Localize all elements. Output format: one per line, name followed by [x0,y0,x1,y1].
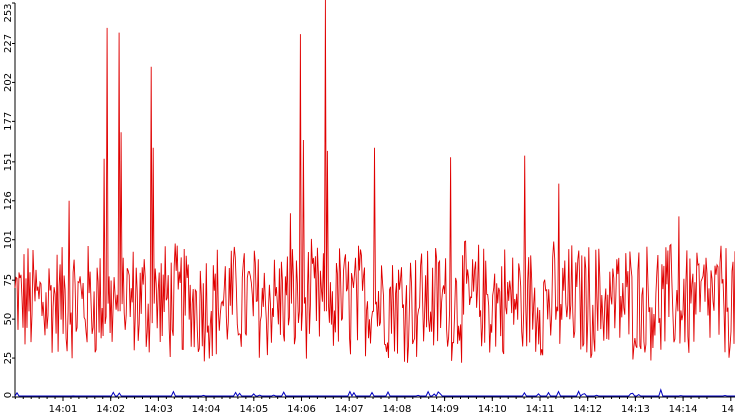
x-tick-label: 14:11 [526,404,555,415]
series-line-red [14,0,735,363]
y-tick-label: 101 [3,230,14,249]
y-tick-label: 50 [3,313,14,326]
x-tick-label: 14:01 [49,404,78,415]
x-tick-label: 14:06 [287,404,316,415]
x-tick-label: 14:13 [621,404,650,415]
y-tick-label: 151 [3,152,14,171]
x-tick-label: 14:10 [478,404,507,415]
x-tick-label: 14:04 [192,404,221,415]
y-tick-label: 177 [3,112,14,131]
x-tick-label: 14:12 [573,404,602,415]
x-tick-label: 14:14 [669,404,698,415]
y-tick-label: 75 [3,274,14,287]
y-tick-label: 126 [3,191,14,210]
y-tick-label: 0 [3,392,14,398]
x-tick-label: 14:07 [335,404,364,415]
y-tick-label: 253 [3,3,14,22]
x-tick-label: 14:09 [430,404,459,415]
series-layer [14,0,735,398]
y-tick-label: 227 [3,34,14,53]
series-line-blue [14,388,735,398]
x-tick-label: 14 [721,404,734,415]
x-tick-label: 14:08 [382,404,411,415]
x-tick-label: 14:03 [144,404,173,415]
x-tick-label: 14:02 [96,404,125,415]
y-tick-label: 25 [3,352,14,365]
y-tick-label: 202 [3,73,14,92]
x-tick-label: 14:05 [239,404,268,415]
x-axis: 14:01 14:02 14:03 14:04 14:05 14:06 14:07 14:08… [14,396,735,415]
y-axis: 0 25 50 75 101 126 151 177 202 227 253 [3,2,16,398]
